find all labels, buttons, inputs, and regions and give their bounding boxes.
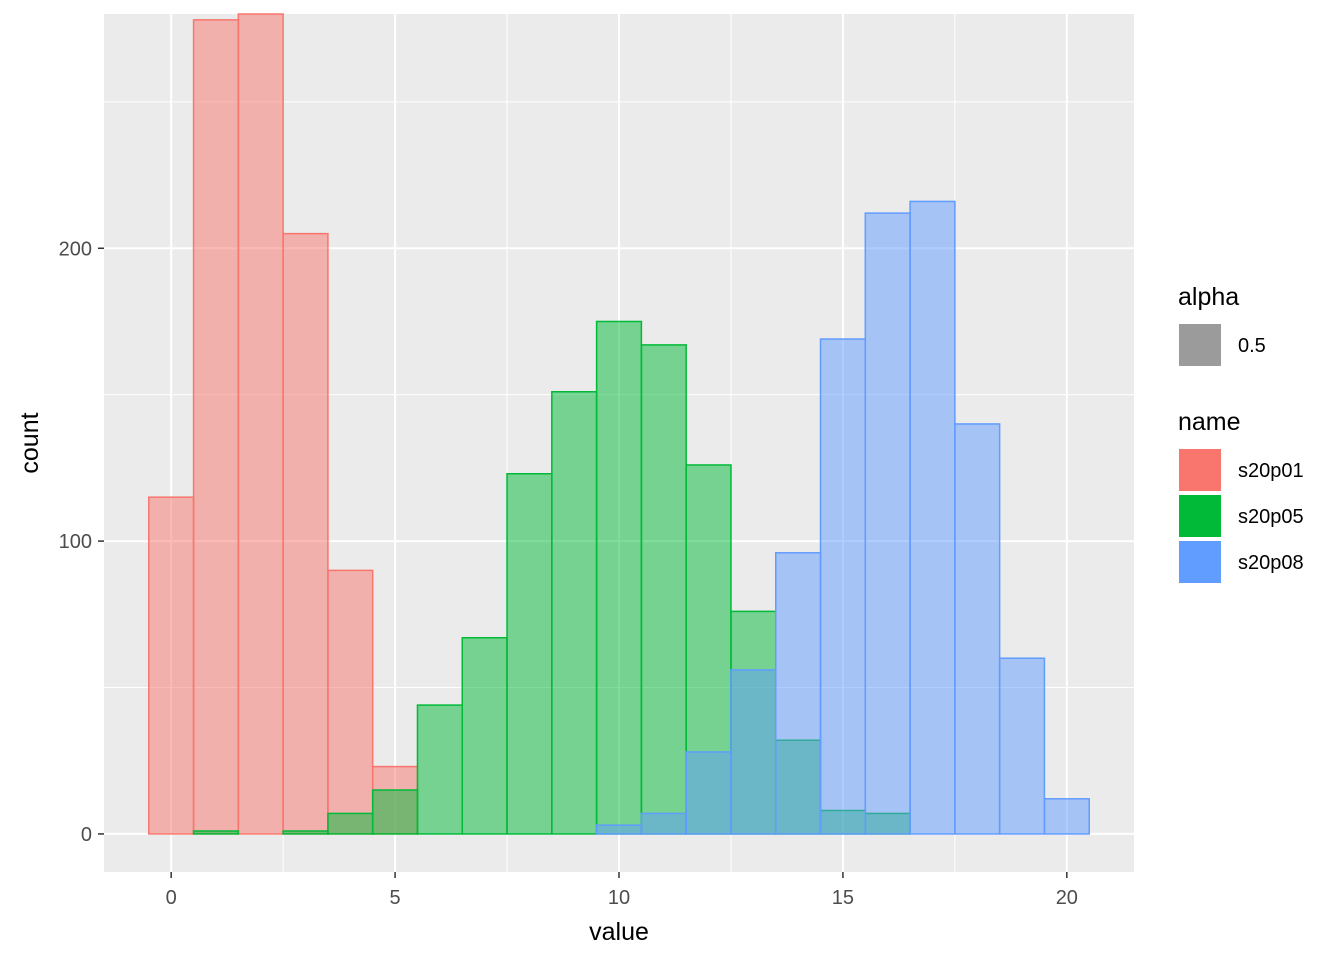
bar-s20p05 [192, 830, 240, 835]
bar-s20p08 [730, 669, 777, 835]
bar-s20p01 [282, 232, 329, 835]
bar-s20p01 [148, 496, 195, 835]
bar-s20p05 [371, 789, 419, 835]
legend-label: s20p01 [1238, 460, 1304, 482]
x-axis-title: value [589, 918, 649, 946]
bar-s20p08 [954, 423, 1001, 835]
bar-s20p08 [998, 657, 1046, 835]
bar-s20p08 [1043, 798, 1090, 835]
series-s20p01 [148, 13, 419, 835]
legend-title: alpha [1178, 283, 1239, 311]
legend-key [1177, 322, 1223, 368]
legend-key [1177, 447, 1223, 493]
bar-s20p05 [506, 472, 553, 835]
y-tick-label: 0 [81, 824, 92, 846]
legend-label: s20p05 [1238, 506, 1304, 528]
bar-s20p08 [685, 751, 732, 835]
bar-s20p08 [819, 338, 867, 835]
y-tick-label: 100 [59, 531, 92, 553]
bar-s20p05 [327, 812, 374, 835]
bar-s20p08 [774, 552, 822, 835]
bar-s20p08 [595, 824, 643, 835]
bar-s20p05 [416, 704, 464, 835]
legend-title: name [1178, 408, 1241, 436]
series-s20p08 [595, 200, 1090, 835]
legend-name: name s20p01 s20p05 s20p08 [1177, 408, 1304, 585]
x-tick-label: 0 [166, 887, 177, 909]
bar-s20p05 [282, 830, 329, 835]
x-tick-label: 20 [1056, 887, 1078, 909]
legend: alpha 0.5 name s20p01 s20p05 s20p08 [1177, 283, 1304, 585]
bar-s20p01 [192, 19, 240, 835]
legend-key [1177, 539, 1223, 585]
x-tick-label: 15 [832, 887, 854, 909]
legend-label: s20p08 [1238, 552, 1304, 574]
legend-label: 0.5 [1238, 335, 1266, 357]
legend-key [1177, 493, 1223, 539]
bar-s20p05 [640, 344, 687, 835]
bar-s20p05 [551, 391, 598, 835]
bar-s20p01 [327, 569, 374, 835]
x-tick-label: 5 [390, 887, 401, 909]
bar-s20p01 [237, 13, 284, 835]
y-axis-title: count [16, 412, 44, 473]
bar-s20p05 [595, 320, 643, 835]
bar-s20p08 [864, 212, 911, 835]
bar-s20p08 [640, 812, 687, 835]
legend-alpha: alpha 0.5 [1177, 283, 1266, 368]
y-tick-label: 200 [59, 238, 92, 260]
histogram-bars [148, 13, 1090, 835]
bar-s20p08 [909, 200, 956, 835]
bar-s20p05 [461, 636, 508, 835]
x-tick-label: 10 [608, 887, 630, 909]
